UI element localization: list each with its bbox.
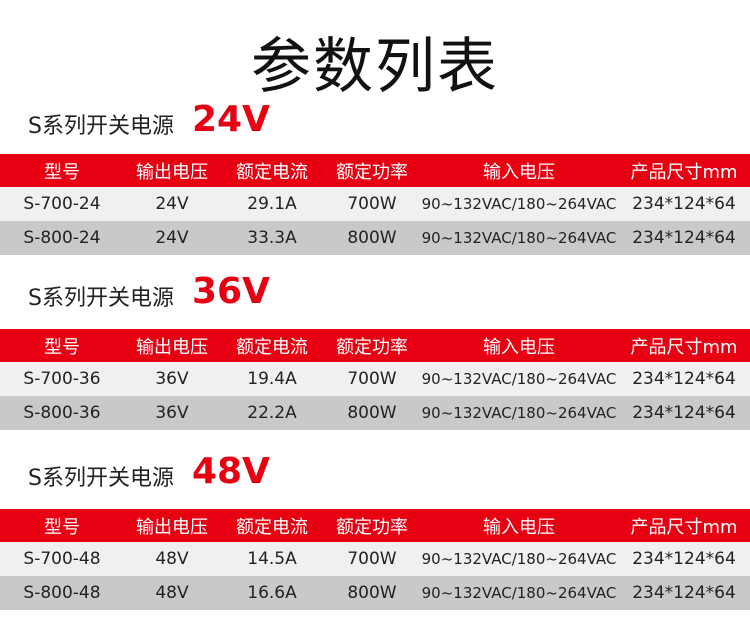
- voltage-label: 24V: [191, 99, 270, 140]
- section-title: S系列开关电源 24V: [28, 100, 270, 140]
- table-cell: S-800-48: [23, 583, 101, 603]
- table-cell: 90~132VAC/180~264VAC: [421, 229, 617, 247]
- column-header: 型号: [44, 161, 80, 183]
- table-cell: 234*124*64: [632, 403, 736, 423]
- column-header: 产品尺寸mm: [630, 336, 738, 358]
- table-cell: 90~132VAC/180~264VAC: [421, 370, 617, 388]
- table-cell: S-700-24: [23, 194, 101, 214]
- voltage-label: 36V: [191, 271, 270, 312]
- table-row: S-800-48 48V 16.6A 800W 90~132VAC/180~264VAC…: [0, 576, 750, 610]
- column-header: 输出电压: [136, 161, 208, 183]
- table-row: S-800-24 24V 33.3A 800W 90~132VAC/180~264VAC…: [0, 221, 750, 255]
- table-cell: S-800-36: [23, 403, 101, 423]
- table-cell: 234*124*64: [632, 369, 736, 389]
- table-cell: 36V: [155, 403, 189, 423]
- column-header: 额定电流: [236, 516, 308, 538]
- table-cell: 800W: [347, 583, 397, 603]
- column-header: 输入电压: [483, 336, 555, 358]
- column-header: 额定电流: [236, 336, 308, 358]
- table-cell: 234*124*64: [632, 583, 736, 603]
- table-cell: S-700-48: [23, 549, 101, 569]
- table-cell: 36V: [155, 369, 189, 389]
- table-cell: 24V: [155, 194, 189, 214]
- table-cell: S-800-24: [23, 228, 101, 248]
- table-row: S-700-48 48V 14.5A 700W 90~132VAC/180~264VAC…: [0, 542, 750, 576]
- table-cell: 234*124*64: [632, 228, 736, 248]
- column-header: 额定功率: [336, 516, 408, 538]
- column-header: 输入电压: [483, 161, 555, 183]
- table-cell: 48V: [155, 549, 189, 569]
- table-cell: 800W: [347, 228, 397, 248]
- table-cell: 19.4A: [247, 369, 297, 389]
- table-cell: 16.6A: [247, 583, 297, 603]
- table-cell: 14.5A: [247, 549, 297, 569]
- table-row: S-800-36 36V 22.2A 800W 90~132VAC/180~264VAC…: [0, 396, 750, 430]
- table-cell: 48V: [155, 583, 189, 603]
- table-cell: 90~132VAC/180~264VAC: [421, 584, 617, 602]
- table-cell: 700W: [347, 549, 397, 569]
- column-header: 型号: [44, 516, 80, 538]
- table-cell: 90~132VAC/180~264VAC: [421, 550, 617, 568]
- table-cell: 24V: [155, 228, 189, 248]
- series-name: S系列开关电源: [28, 466, 174, 491]
- spec-table: 型号 输出电压 额定电流 额定功率 输入电压 产品尺寸mm S-700-48 48V 14.5A…: [0, 509, 750, 610]
- section-title: S系列开关电源 48V: [28, 452, 270, 492]
- column-header: 输出电压: [136, 516, 208, 538]
- table-cell: 700W: [347, 194, 397, 214]
- spec-table: 型号 输出电压 额定电流 额定功率 输入电压 产品尺寸mm S-700-24 24V 29.1A…: [0, 154, 750, 255]
- table-row: S-700-24 24V 29.1A 700W 90~132VAC/180~264VAC…: [0, 187, 750, 221]
- table-header: 型号 输出电压 额定电流 额定功率 输入电压 产品尺寸mm: [0, 154, 750, 187]
- table-cell: 700W: [347, 369, 397, 389]
- table-cell: 33.3A: [247, 228, 297, 248]
- table-row: S-700-36 36V 19.4A 700W 90~132VAC/180~264VAC…: [0, 362, 750, 396]
- column-header: 输出电压: [136, 336, 208, 358]
- column-header: 输入电压: [483, 516, 555, 538]
- series-name: S系列开关电源: [28, 114, 174, 139]
- table-cell: 29.1A: [247, 194, 297, 214]
- column-header: 额定功率: [336, 336, 408, 358]
- table-cell: S-700-36: [23, 369, 101, 389]
- table-cell: 22.2A: [247, 403, 297, 423]
- column-header: 型号: [44, 336, 80, 358]
- table-cell: 234*124*64: [632, 549, 736, 569]
- column-header: 额定电流: [236, 161, 308, 183]
- section-title: S系列开关电源 36V: [28, 272, 270, 312]
- column-header: 额定功率: [336, 161, 408, 183]
- voltage-label: 48V: [191, 451, 270, 492]
- table-cell: 90~132VAC/180~264VAC: [421, 404, 617, 422]
- table-cell: 234*124*64: [632, 194, 736, 214]
- table-header: 型号 输出电压 额定电流 额定功率 输入电压 产品尺寸mm: [0, 329, 750, 362]
- series-name: S系列开关电源: [28, 286, 174, 311]
- table-cell: 800W: [347, 403, 397, 423]
- table-header: 型号 输出电压 额定电流 额定功率 输入电压 产品尺寸mm: [0, 509, 750, 542]
- table-cell: 90~132VAC/180~264VAC: [421, 195, 617, 213]
- spec-table: 型号 输出电压 额定电流 额定功率 输入电压 产品尺寸mm S-700-36 36V 19.4A…: [0, 329, 750, 430]
- column-header: 产品尺寸mm: [630, 161, 738, 183]
- page-title: 参数列表: [251, 32, 499, 102]
- column-header: 产品尺寸mm: [630, 516, 738, 538]
